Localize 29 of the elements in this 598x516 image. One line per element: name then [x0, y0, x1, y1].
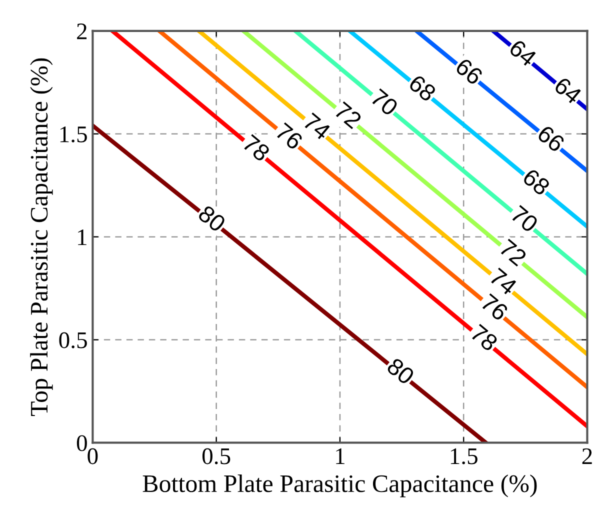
text: 80: [197, 204, 227, 233]
y-tick-label: 1: [78, 229, 86, 246]
text: 64: [508, 38, 538, 68]
y-axis-title: Top Plate Parasitic Capacitance (%): [30, 58, 53, 416]
y-tick-label: 1.5: [60, 126, 87, 142]
y-tick-label: 0.5: [59, 332, 87, 348]
text: 78: [470, 324, 499, 352]
text: 68: [522, 168, 551, 196]
text: 70: [510, 204, 540, 234]
y-tick-label: 0: [76, 435, 87, 452]
text: 72: [498, 238, 528, 267]
y-tick-label: 2: [77, 24, 87, 40]
text: 66: [536, 124, 566, 153]
x-tick-label: 1: [336, 448, 344, 464]
x-tick-label: 1.5: [450, 448, 478, 464]
text: 78: [242, 134, 271, 162]
x-tick-label: 0.5: [202, 448, 230, 464]
text: 68: [408, 74, 438, 102]
x-tick-label: 2: [582, 448, 592, 464]
text: 76: [274, 122, 304, 150]
x-tick-label: 0: [88, 448, 98, 464]
x-axis-title: Bottom Plate Parasitic Capacitance (%): [142, 474, 537, 498]
text: 64: [553, 76, 583, 105]
text: 80: [386, 357, 416, 386]
text: 76: [480, 293, 510, 322]
text: 66: [454, 57, 484, 86]
text: 74: [302, 112, 332, 141]
text: 70: [370, 88, 400, 117]
text: 72: [334, 101, 362, 130]
